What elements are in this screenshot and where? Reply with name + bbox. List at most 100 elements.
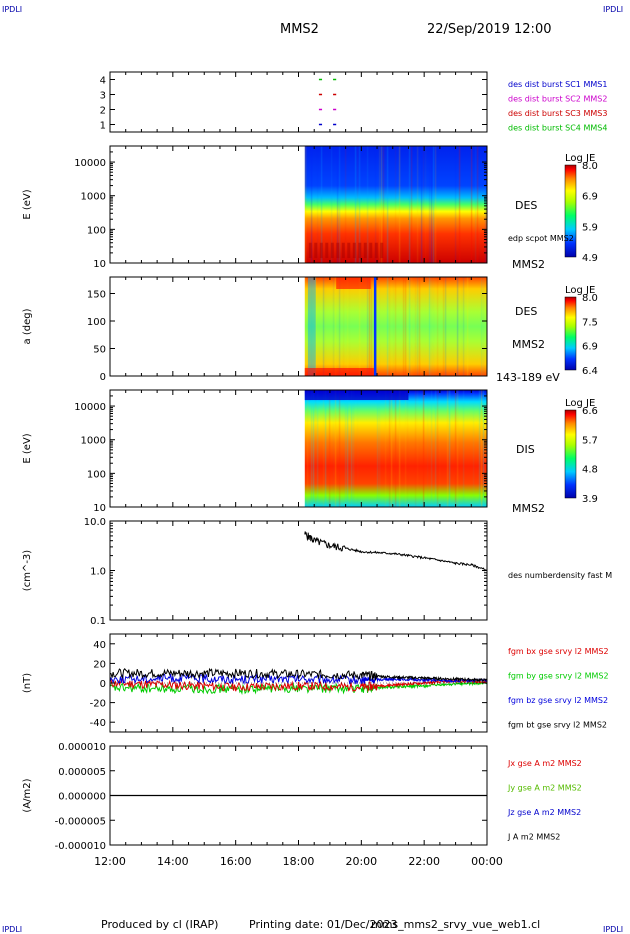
- xtick-label: 16:00: [220, 855, 252, 868]
- b-line-1: [109, 680, 487, 696]
- colorbar-tick: 8.0: [582, 293, 598, 304]
- b-line-2: [109, 673, 487, 686]
- ytick-label: 1: [100, 121, 106, 132]
- ytick-label: 150: [87, 290, 106, 301]
- legend-burst-1: des dist burst SC1 MMS1: [508, 80, 607, 89]
- ytick-label: 100: [87, 469, 106, 480]
- colorbar-tick: 4.9: [582, 253, 598, 264]
- legend-burst-4: des dist burst SC4 MMS4: [508, 124, 607, 133]
- y-axis-label: E (eV): [22, 189, 33, 219]
- corner-tr: IPDLI: [603, 5, 624, 14]
- ytick-label: -20: [90, 699, 106, 710]
- spectrogram-dis-energy: [304, 390, 487, 507]
- colorbar-dis-energy: [564, 409, 577, 499]
- xtick-label: 20:00: [345, 855, 377, 868]
- legend-b-2: fgm bz gse srvy l2 MMS2: [508, 696, 608, 705]
- panel-frame-0: [109, 71, 488, 133]
- y-axis-label: a (deg): [22, 308, 33, 344]
- panel-frame-4: [109, 520, 488, 621]
- ytick-label: 3: [100, 91, 106, 102]
- legend-j-1: Jy gse A m2 MMS2: [507, 784, 582, 793]
- xtick-label: 12:00: [94, 855, 126, 868]
- panel-label-mms2: MMS2: [512, 502, 545, 515]
- colorbar-tick: 7.5: [582, 317, 598, 328]
- corner-br: IPDLI: [603, 925, 624, 934]
- ytick-label: 40: [93, 640, 106, 651]
- ytick-label: 100: [87, 317, 106, 328]
- spectrogram-des-pitch: [304, 277, 487, 376]
- ytick-label: -0.000005: [55, 816, 106, 827]
- ytick-label: 1000: [81, 192, 106, 203]
- line-layer: [109, 78, 487, 797]
- ytick-label: 10: [93, 259, 106, 270]
- colorbar-title: Log JE: [565, 153, 595, 164]
- colorbar-tick: 3.9: [582, 494, 598, 505]
- panel-label-des: DES: [515, 199, 537, 212]
- legend-j-3: J A m2 MMS2: [507, 833, 560, 842]
- ytick-label: 0.000005: [58, 767, 106, 778]
- y-axis-label: (A/m2): [22, 778, 33, 812]
- page-title: MMS2: [280, 22, 319, 37]
- ytick-label: -40: [90, 718, 106, 729]
- panel-label-mms2: MMS2: [512, 258, 545, 271]
- ytick-label: 1.0: [90, 567, 106, 578]
- ytick-label: 0: [100, 372, 106, 383]
- footer-printing: Printing date: 01/Dec/2023: [249, 918, 398, 931]
- legend-b-0: fgm bx gse srvy l2 MMS2: [508, 647, 609, 656]
- panel-label-scpot: edp scpot MMS2: [508, 234, 574, 243]
- y-axis-label: (nT): [22, 673, 33, 693]
- legend-burst-2: des dist burst SC2 MMS2: [508, 95, 607, 104]
- ytick-label: 10: [93, 503, 106, 514]
- b-line-3: [109, 667, 487, 683]
- legend-j-0: Jx gse A m2 MMS2: [507, 759, 582, 768]
- xtick-label: 18:00: [283, 855, 315, 868]
- panel-label-des: DES: [515, 305, 537, 318]
- ytick-label: 10000: [74, 158, 106, 169]
- ytick-label: 10000: [74, 402, 106, 413]
- legend-density: des numberdensity fast M: [508, 571, 612, 580]
- panel-label-mms2: MMS2: [512, 338, 545, 351]
- footer-produced: Produced by cl (IRAP): [101, 918, 219, 931]
- ytick-label: 4: [100, 76, 106, 87]
- colorbar-tick: 5.9: [582, 222, 598, 233]
- xtick-label: 22:00: [408, 855, 440, 868]
- ytick-label: 10.0: [84, 517, 106, 528]
- colorbar-tick: 4.8: [582, 465, 598, 476]
- legend-b-1: fgm by gse srvy l2 MMS2: [508, 672, 609, 681]
- panel-label-dis: DIS: [516, 443, 535, 456]
- ytick-label: 0.000000: [58, 792, 106, 803]
- text-layer: 1 2 3 4 des dist burst SC1 MMS1 des dist burs…: [22, 76, 612, 869]
- colorbar-des-energy: [564, 164, 577, 258]
- ytick-label: 50: [93, 345, 106, 356]
- colorbar-title: Log JE: [565, 398, 595, 409]
- colorbar-tick: 8.0: [582, 161, 598, 172]
- xtick-label: 00:00: [471, 855, 503, 868]
- ytick-label: 0.000010: [58, 742, 106, 753]
- frame-layer: [109, 71, 577, 846]
- corner-bl: IPDLI: [2, 925, 23, 934]
- colorbar-des-pitch: [564, 296, 577, 371]
- colorbar-tick: 6.4: [582, 366, 598, 377]
- panel-label-energy-range: 143-189 eV: [496, 371, 560, 384]
- colorbar-tick: 5.7: [582, 435, 598, 446]
- ytick-label: 100: [87, 225, 106, 236]
- density-line: [304, 531, 487, 572]
- colorbar-tick: 6.9: [582, 192, 598, 203]
- xtick-label: 14:00: [157, 855, 189, 868]
- page-datetime: 22/Sep/2019 12:00: [427, 22, 552, 37]
- ytick-label: 2: [100, 106, 106, 117]
- corner-tl: IPDLI: [2, 5, 23, 14]
- legend-j-2: Jz gse A m2 MMS2: [507, 808, 581, 817]
- ytick-label: 1000: [81, 436, 106, 447]
- legend-burst-3: des dist burst SC3 MMS3: [508, 109, 607, 118]
- spectrogram-layer: [304, 146, 487, 507]
- colorbar-tick: 6.9: [582, 342, 598, 353]
- legend-b-3: fgm bt gse srvy l2 MMS2: [508, 721, 607, 730]
- ytick-label: 0.1: [90, 616, 106, 627]
- ytick-label: -0.000010: [55, 841, 106, 852]
- y-axis-label: (cm^-3): [22, 550, 33, 591]
- footer-file: mms_mms2_srvy_vue_web1.cl: [371, 918, 541, 931]
- colorbar-tick: 6.6: [582, 406, 598, 417]
- colorbar-title: Log JE: [565, 285, 595, 296]
